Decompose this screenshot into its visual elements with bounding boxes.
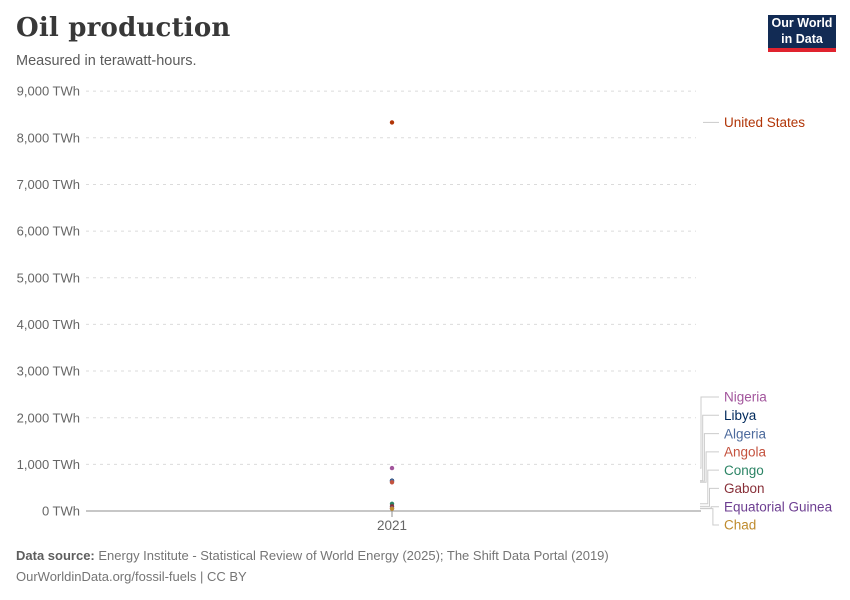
y-axis-tick-label: 2,000 TWh: [17, 410, 80, 425]
owid-logo-line2: in Data: [781, 31, 823, 46]
data-source-line: Data source: Energy Institute - Statisti…: [16, 545, 609, 566]
label-connector: [700, 414, 719, 482]
y-axis-tick-label: 1,000 TWh: [17, 457, 80, 472]
y-axis-tick-label: 0 TWh: [42, 504, 80, 519]
data-point-angola[interactable]: [389, 480, 395, 485]
label-connector: [700, 469, 719, 505]
y-axis-tick-label: 8,000 TWh: [17, 130, 80, 145]
data-source-label: Data source:: [16, 548, 95, 563]
label-connector: [700, 433, 719, 482]
data-point-nigeria[interactable]: [389, 465, 395, 471]
entity-label-libya[interactable]: Libya: [724, 408, 757, 423]
license-line[interactable]: OurWorldinData.org/fossil-fuels | CC BY: [16, 569, 247, 584]
label-connector: [700, 451, 719, 483]
entity-label-algeria[interactable]: Algeria: [724, 426, 767, 441]
entity-label-equatorial-guinea[interactable]: Equatorial Guinea: [724, 499, 833, 514]
entity-label-united-states[interactable]: United States: [724, 115, 805, 130]
data-point-united-states[interactable]: [389, 120, 395, 125]
label-connector: [700, 396, 719, 469]
label-connector: [700, 508, 719, 526]
owid-logo[interactable]: Our World in Data: [768, 15, 836, 52]
y-axis-tick-label: 3,000 TWh: [17, 364, 80, 379]
entity-label-congo[interactable]: Congo: [724, 463, 764, 478]
entity-label-nigeria[interactable]: Nigeria: [724, 390, 767, 405]
label-connector: [700, 506, 719, 509]
x-axis-tick-label: 2021: [377, 518, 407, 533]
label-connector: [700, 487, 719, 507]
page-title: Oil production: [16, 13, 231, 43]
data-point-chad[interactable]: [389, 506, 395, 511]
y-axis-tick-label: 7,000 TWh: [17, 177, 80, 192]
owid-logo-line1: Our World: [771, 15, 833, 30]
chart-subtitle: Measured in terawatt-hours.: [16, 53, 197, 69]
chart-footer: Data source: Energy Institute - Statisti…: [16, 545, 609, 587]
entity-label-angola[interactable]: Angola: [724, 445, 767, 460]
data-source-text: Energy Institute - Statistical Review of…: [98, 548, 609, 563]
y-axis-tick-label: 4,000 TWh: [17, 317, 80, 332]
y-axis-tick-label: 6,000 TWh: [17, 224, 80, 239]
y-axis-tick-label: 9,000 TWh: [17, 84, 80, 99]
entity-label-chad[interactable]: Chad: [724, 518, 756, 533]
y-axis-tick-label: 5,000 TWh: [17, 270, 80, 285]
entity-label-gabon[interactable]: Gabon: [724, 481, 765, 496]
